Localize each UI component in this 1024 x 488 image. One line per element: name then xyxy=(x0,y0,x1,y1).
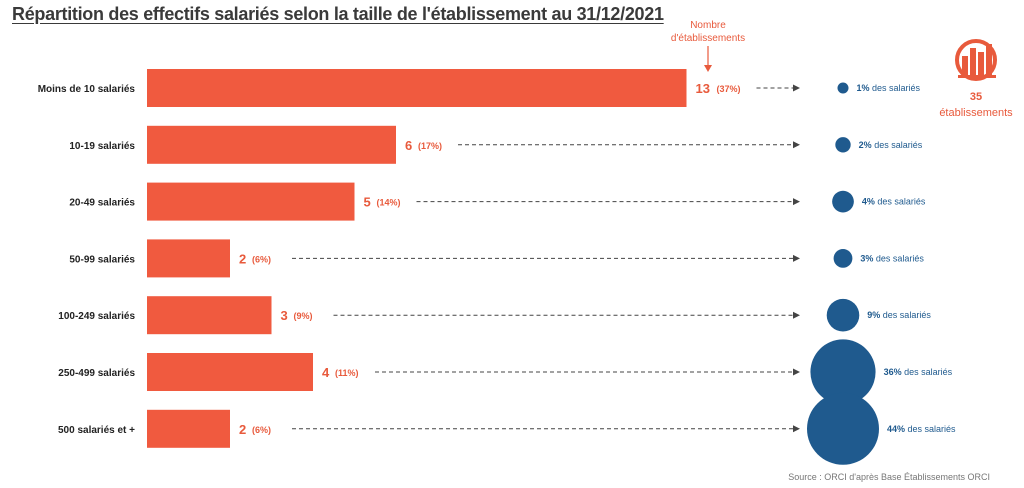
employee-share-label: 44% des salariés xyxy=(887,424,956,434)
bar-value-label: 4 xyxy=(322,365,330,380)
annotation-line-2: d'établissements xyxy=(671,33,745,44)
total-label: établissements xyxy=(939,107,1013,119)
bar-pct-label: (37%) xyxy=(717,84,741,94)
employee-share-label: 9% des salariés xyxy=(867,310,931,320)
category-label: 10-19 salariés xyxy=(69,141,135,152)
arrow-head xyxy=(793,254,800,262)
arrow-head xyxy=(793,311,800,319)
chart-row: 20-49 salariés 5 (14%) 4% des salariés xyxy=(69,182,926,221)
employee-share-label: 1% des salariés xyxy=(857,83,921,93)
category-label: 100-249 salariés xyxy=(58,311,135,322)
category-label: 500 salariés et + xyxy=(58,425,135,436)
bar xyxy=(147,239,230,278)
bar-value-label: 5 xyxy=(364,195,371,210)
arrow-head xyxy=(793,368,800,376)
category-label: 50-99 salariés xyxy=(69,254,135,265)
chart-row: 10-19 salariés 6 (17%) 2% des salariés xyxy=(69,125,923,164)
bar-pct-label: (6%) xyxy=(252,425,271,435)
category-label: 250-499 salariés xyxy=(58,368,135,379)
employee-share-label: 4% des salariés xyxy=(862,197,926,207)
annotation-line-1: Nombre xyxy=(690,20,726,31)
bar xyxy=(147,296,272,335)
bar-value-label: 13 xyxy=(696,81,710,96)
annotation-nombre-etablissements: Nombre d'établissements xyxy=(671,20,745,72)
bar-pct-label: (17%) xyxy=(418,141,442,151)
bar-value-label: 2 xyxy=(239,251,246,266)
employee-share-bubble xyxy=(832,190,854,213)
arrow-head xyxy=(793,198,800,206)
bar-value-label: 6 xyxy=(405,138,412,153)
employee-share-bubble xyxy=(835,137,851,153)
category-label: 20-49 salariés xyxy=(69,198,135,209)
annotation-arrow-head xyxy=(704,65,712,72)
chart-row: Moins de 10 salariés 13 (37%) 1% des salari… xyxy=(38,69,921,107)
bar xyxy=(147,409,230,448)
chart-title: Répartition des effectifs salariés selon… xyxy=(12,4,664,24)
total-value: 35 xyxy=(970,91,982,103)
category-label: Moins de 10 salariés xyxy=(38,84,136,95)
bar xyxy=(147,69,687,107)
employee-share-bubble xyxy=(826,298,860,332)
chart-rows: Moins de 10 salariés 13 (37%) 1% des salari… xyxy=(38,69,956,465)
chart-row: 50-99 salariés 2 (6%) 3% des salariés xyxy=(69,239,924,278)
bar xyxy=(147,125,396,164)
bar-value-label: 3 xyxy=(281,308,288,323)
bar xyxy=(147,182,355,221)
chart-row: 250-499 salariés 4 (11%) 36% des salariés xyxy=(58,339,953,405)
chart-row: 500 salariés et + 2 (6%) 44% des salariés xyxy=(58,392,956,465)
employee-share-label: 36% des salariés xyxy=(884,367,953,377)
source-note: Source : ORCI d'après Base Établissement… xyxy=(788,472,990,482)
employee-share-label: 2% des salariés xyxy=(859,140,923,150)
arrow-head xyxy=(793,141,800,149)
total-block: 35 établissements xyxy=(939,39,1013,119)
employee-share-bubble xyxy=(810,339,876,405)
bar xyxy=(147,353,313,391)
bar-pct-label: (14%) xyxy=(377,198,401,208)
arrow-head xyxy=(793,425,800,433)
chart-row: 100-249 salariés 3 (9%) 9% des salariés xyxy=(58,296,931,335)
employee-share-bubble xyxy=(807,392,879,465)
bar-value-label: 2 xyxy=(239,422,246,437)
building-chart-icon xyxy=(955,39,997,81)
bar-pct-label: (11%) xyxy=(335,368,359,378)
arrow-head xyxy=(793,84,800,92)
employee-share-bubble xyxy=(837,82,849,94)
bar-pct-label: (9%) xyxy=(294,311,313,321)
employee-share-label: 3% des salariés xyxy=(860,253,924,263)
bar-pct-label: (6%) xyxy=(252,254,271,264)
employee-share-bubble xyxy=(833,248,853,268)
